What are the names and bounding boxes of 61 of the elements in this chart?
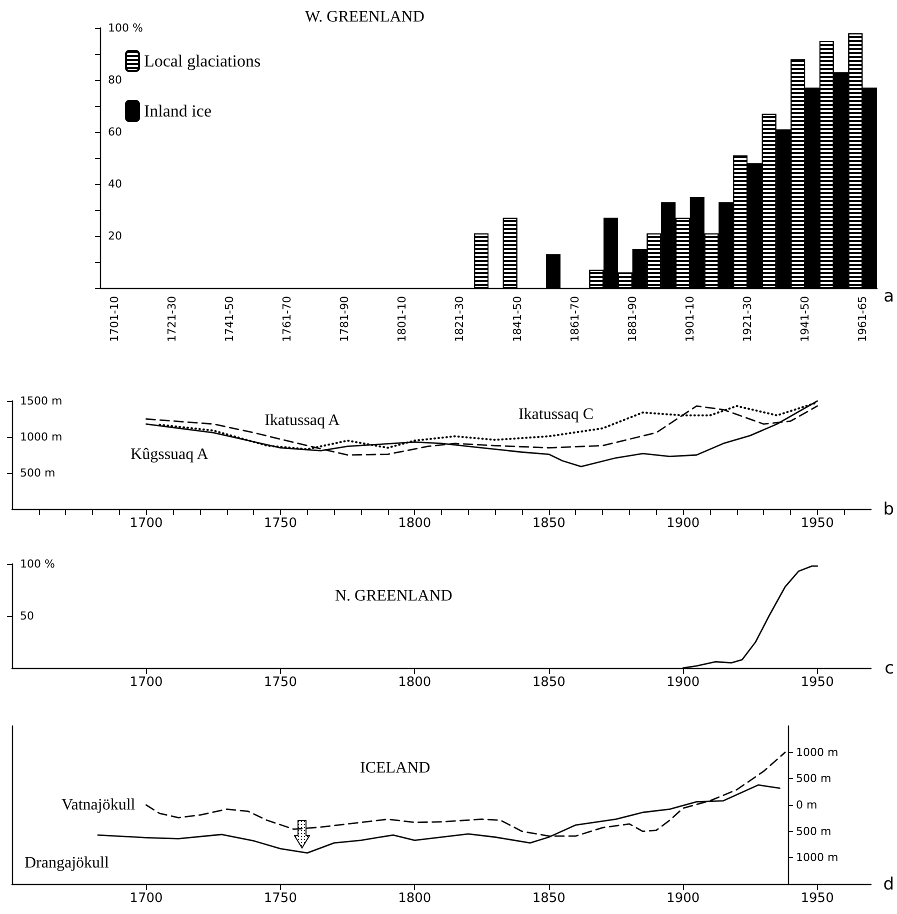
y2-tick-label: 500 m [796, 824, 832, 838]
x-tick-label: 1850 [532, 675, 566, 690]
x-tick-label: 1900 [666, 516, 700, 531]
text: ICELAND [360, 760, 430, 776]
legend-label: Inland ice [144, 102, 212, 120]
y-tick-label: 40 [108, 178, 122, 191]
x-tick-label: 1750 [264, 891, 297, 906]
x-tick-label: 1781-90 [338, 296, 352, 342]
x-tick-label: 1841-50 [510, 296, 524, 342]
y-tick-label: 100 % [108, 22, 143, 34]
x-tick-label: 1950 [800, 891, 834, 906]
text: c [884, 658, 894, 678]
x-tick-label: 1750 [264, 675, 297, 690]
x-tick-label: 1821-30 [453, 296, 466, 342]
x-tick-label: 1900 [666, 675, 700, 690]
y2-tick-label: 0 m [796, 798, 818, 812]
x-tick-label: 1750 [264, 516, 297, 531]
text: b [883, 500, 894, 520]
y2-tick-label: 500 m [796, 772, 832, 786]
text: d [883, 874, 894, 894]
x-tick-label: 1850 [532, 891, 566, 906]
x-tick-label: 1700 [130, 516, 163, 531]
x-tick-label: 1881-90 [626, 296, 639, 342]
chart-title: W. GREENLAND [305, 8, 424, 26]
y-tick-label: 80 [108, 74, 122, 87]
text: N. GREENLAND [335, 588, 452, 604]
y-tick-label: 50 [20, 610, 34, 622]
x-tick-label: 1700 [130, 675, 163, 690]
y-tick-label: 500 m [20, 466, 56, 480]
series-label: Kûgssuaq A [130, 446, 209, 464]
x-tick-label: 1901-10 [683, 296, 696, 342]
y2-tick-label: 1000 m [796, 851, 838, 864]
y2-tick-label: 1000 m [796, 746, 838, 759]
x-tick-label: 1961-65 [856, 296, 870, 342]
text: a [884, 286, 894, 306]
x-tick-label: 1950 [800, 516, 834, 531]
series-label: Vatnajökull [61, 796, 136, 814]
y-tick-label: 20 [108, 230, 122, 243]
x-tick-label: 1800 [398, 516, 432, 531]
series-label: Ikatussaq C [518, 406, 594, 423]
x-tick-label: 1921-30 [741, 296, 754, 342]
x-tick-label: 1800 [398, 675, 432, 690]
x-tick-label: 1741-50 [223, 296, 236, 342]
x-tick-label: 1950 [800, 675, 834, 690]
x-tick-label: 1700 [130, 891, 163, 906]
x-tick-label: 1900 [666, 891, 700, 906]
x-tick-label: 1800 [398, 891, 432, 906]
x-tick-label: 1721-30 [165, 296, 178, 342]
y-tick-label: 60 [108, 126, 122, 139]
x-tick-label: 1801-10 [396, 296, 409, 342]
x-tick-label: 1861-70 [568, 296, 582, 342]
x-tick-label: 1761-70 [280, 296, 294, 342]
series-label: Ikatussaq A [264, 412, 340, 430]
x-tick-label: 1850 [532, 516, 566, 531]
x-tick-label: 1701-10 [108, 296, 121, 342]
x-tick-label: 1941-50 [798, 296, 812, 342]
series-label: Drangajökull [24, 854, 110, 872]
legend-label: Local glaciations [144, 52, 261, 70]
y-tick-label: 1000 m [20, 430, 62, 444]
y-tick-label: 1500 m [20, 394, 62, 408]
y-tick-label: 100 % [20, 558, 55, 570]
